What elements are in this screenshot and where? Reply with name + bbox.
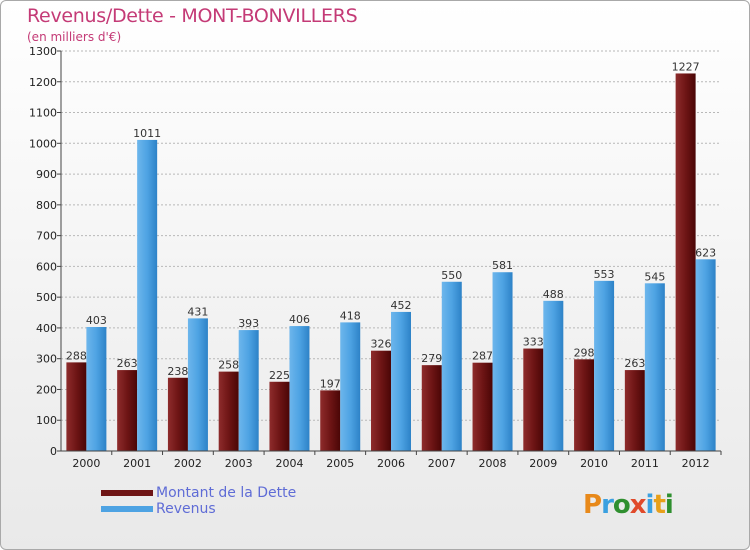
data-label-dette-2010: 298: [574, 346, 595, 359]
logo-letter-2: o: [612, 490, 631, 520]
data-label-dette-2001: 263: [117, 357, 138, 370]
bar-dette-2004: [269, 381, 290, 451]
ytick-label-600: 600: [36, 260, 57, 273]
xtick-label-2005: 2005: [326, 457, 354, 470]
bar-dette-2012: [675, 73, 696, 451]
ytick-label-900: 900: [36, 168, 57, 181]
bar-revenus-2002: [187, 318, 208, 451]
chart-subtitle: (en milliers d'€): [27, 30, 122, 44]
data-label-dette-2003: 258: [218, 359, 239, 372]
legend-swatch-revenus: [101, 506, 153, 512]
data-label-revenus-2002: 431: [187, 305, 208, 318]
bar-revenus-2011: [644, 283, 665, 451]
data-label-dette-2007: 279: [421, 352, 442, 365]
bar-revenus-2004: [289, 326, 310, 451]
ytick-label-1100: 1100: [29, 107, 57, 120]
data-label-dette-2011: 263: [624, 357, 645, 370]
bar-dette-2005: [320, 390, 341, 451]
bar-dette-2007: [421, 365, 442, 451]
xtick-label-2002: 2002: [174, 457, 202, 470]
ytick-label-100: 100: [36, 414, 57, 427]
ytick-label-500: 500: [36, 291, 57, 304]
logo-letter-4: i: [645, 490, 655, 520]
bar-revenus-2006: [391, 311, 411, 451]
xtick-label-2003: 2003: [225, 457, 253, 470]
bar-dette-2009: [523, 348, 544, 451]
xtick-label-2004: 2004: [275, 457, 303, 470]
bar-revenus-2003: [238, 330, 259, 451]
logo-letter-0: P: [583, 490, 602, 520]
bar-dette-2008: [472, 362, 493, 451]
xtick-label-2007: 2007: [428, 457, 456, 470]
chart-title: Revenus/Dette - MONT-BONVILLERS: [27, 5, 358, 27]
xtick-label-2000: 2000: [72, 457, 100, 470]
bar-dette-2000: [66, 362, 87, 451]
data-label-revenus-2006: 452: [391, 299, 412, 312]
proxiti-logo: Proxiti: [583, 490, 674, 520]
data-label-dette-2009: 333: [523, 336, 544, 349]
data-label-dette-2008: 287: [472, 350, 493, 363]
ytick-label-1000: 1000: [29, 137, 57, 150]
xtick-label-2009: 2009: [529, 457, 557, 470]
ytick-label-1300: 1300: [29, 45, 57, 58]
bar-dette-2011: [624, 370, 645, 451]
ytick-label-200: 200: [36, 383, 57, 396]
data-label-revenus-2010: 553: [594, 268, 615, 281]
bar-dette-2002: [167, 377, 188, 451]
data-label-revenus-2008: 581: [492, 259, 513, 272]
data-label-revenus-2012: 623: [695, 246, 716, 259]
logo-letter-5: t: [653, 490, 665, 520]
bar-dette-2010: [574, 359, 595, 451]
xtick-label-2001: 2001: [123, 457, 151, 470]
data-label-dette-2005: 197: [320, 377, 341, 390]
data-label-dette-2006: 326: [371, 338, 392, 351]
data-label-dette-2000: 288: [66, 349, 87, 362]
ytick-label-800: 800: [36, 199, 57, 212]
logo-letter-6: i: [664, 490, 674, 520]
bar-revenus-2008: [492, 272, 513, 451]
legend-label-revenus: Revenus: [156, 501, 216, 517]
bar-revenus-2001: [137, 139, 158, 451]
bar-revenus-2007: [441, 281, 462, 451]
data-label-revenus-2011: 545: [644, 270, 665, 283]
xtick-label-2011: 2011: [631, 457, 659, 470]
data-label-revenus-2007: 550: [441, 269, 462, 282]
logo-letter-3: x: [629, 490, 647, 520]
data-label-revenus-2005: 418: [340, 309, 361, 322]
data-label-revenus-2000: 403: [86, 314, 107, 327]
axis-layer: 0 100 200 300 400 500 600 700 800 900 1000 1100 1200…: [29, 45, 722, 470]
xtick-label-2010: 2010: [580, 457, 608, 470]
ytick-label-1200: 1200: [29, 76, 57, 89]
xtick-label-2012: 2012: [682, 457, 710, 470]
bar-revenus-2005: [340, 322, 361, 451]
data-label-revenus-2001: 1011: [133, 127, 161, 140]
bar-revenus-2000: [86, 327, 107, 451]
bar-dette-2003: [218, 371, 239, 451]
bar-revenus-2012: [695, 259, 716, 451]
bar-revenus-2009: [543, 300, 564, 451]
ytick-label-0: 0: [50, 445, 57, 458]
ytick-label-400: 400: [36, 322, 57, 335]
legend-swatch-dette: [101, 490, 153, 496]
bar-dette-2006: [371, 350, 391, 451]
ytick-label-700: 700: [36, 230, 57, 243]
data-label-dette-2002: 238: [167, 365, 188, 378]
data-label-dette-2004: 225: [269, 369, 290, 382]
data-label-dette-2012: 1227: [672, 60, 700, 73]
xtick-label-2006: 2006: [377, 457, 405, 470]
legend-label-dette: Montant de la Dette: [156, 485, 297, 501]
bars-layer: [66, 73, 716, 451]
logo-letter-1: r: [601, 490, 614, 520]
data-label-revenus-2004: 406: [289, 313, 310, 326]
data-label-revenus-2003: 393: [238, 317, 259, 330]
data-label-revenus-2009: 488: [543, 288, 564, 301]
xtick-label-2008: 2008: [479, 457, 507, 470]
bar-dette-2001: [117, 370, 138, 451]
labels-layer: 288 403 263 1011 238 431 258 393 225 406 197 418 326…: [66, 60, 716, 390]
ytick-label-300: 300: [36, 353, 57, 366]
bar-revenus-2010: [594, 280, 615, 451]
